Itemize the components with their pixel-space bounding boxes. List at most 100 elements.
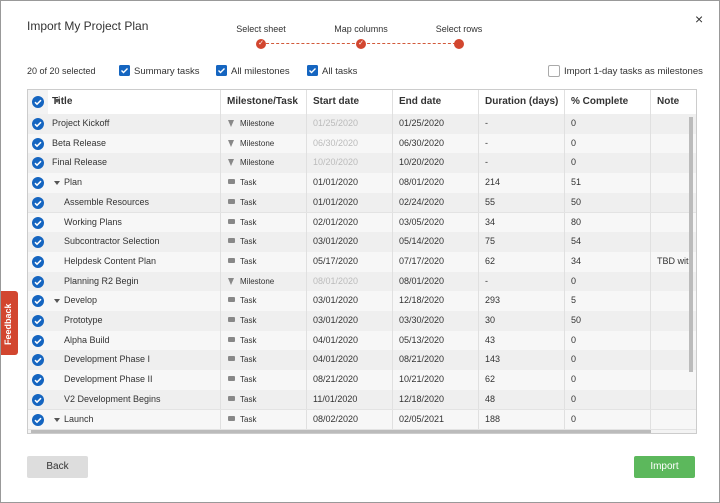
cell: 12/18/2020 (393, 389, 479, 410)
rows-table: Title Milestone/Task Start date End date Dur… (27, 89, 697, 434)
cell: Final Release (48, 153, 221, 174)
cell: 04/01/2020 (307, 330, 393, 351)
cell: - (479, 133, 565, 154)
row-check[interactable] (32, 196, 44, 209)
column-header: Start date (307, 90, 393, 114)
import-button[interactable]: Import (634, 456, 695, 478)
cell (651, 390, 696, 410)
cell: 08/21/2020 (307, 370, 393, 390)
type-icon (228, 317, 235, 322)
row-check[interactable] (32, 177, 44, 190)
option-label: All milestones (231, 66, 290, 77)
type-icon (228, 139, 234, 147)
step-dot (454, 39, 464, 49)
checkbox[interactable] (119, 65, 130, 76)
checkbox[interactable] (216, 65, 227, 76)
expand-caret[interactable] (54, 417, 60, 425)
cell: Development Phase II (48, 370, 221, 390)
row-check[interactable] (32, 118, 44, 130)
option-label: All tasks (322, 66, 358, 77)
column-header: End date (393, 90, 479, 114)
cell: Project Kickoff (48, 114, 221, 134)
type-icon (228, 120, 234, 127)
cell: - (479, 114, 565, 134)
cell: 08/01/2020 (307, 271, 393, 292)
feedback-tab[interactable]: Feedback (1, 291, 18, 355)
cell: 06/30/2020 (307, 133, 393, 154)
row-check[interactable] (32, 374, 44, 387)
cell: Working Plans (48, 212, 221, 233)
cell: 0 (565, 389, 651, 410)
row-check[interactable] (32, 393, 44, 406)
row-check[interactable] (32, 236, 44, 249)
cell: Prototype (48, 311, 221, 331)
cell: Task (221, 251, 307, 272)
cell: 05/17/2020 (307, 251, 393, 272)
row-check[interactable] (32, 216, 44, 229)
cell: 50 (565, 311, 651, 331)
cell: 62 (479, 370, 565, 390)
row-check[interactable] (32, 137, 44, 150)
cell: 10/20/2020 (393, 153, 479, 174)
cell: Subcontractor Selection (48, 232, 221, 252)
cell: 11/01/2020 (307, 389, 393, 410)
cell: 08/21/2020 (393, 350, 479, 371)
cell: - (479, 271, 565, 292)
step-label: Select rows (435, 24, 483, 34)
cell: 06/30/2020 (393, 133, 479, 154)
back-button[interactable]: Back (27, 456, 88, 478)
column-header: Note (651, 90, 696, 114)
cell: 01/25/2020 (307, 114, 393, 134)
cell: 03/01/2020 (307, 311, 393, 331)
cell: Task (221, 212, 307, 233)
row-check[interactable] (32, 275, 44, 288)
scrollbar (689, 117, 693, 372)
row-check[interactable] (32, 315, 44, 327)
cell: TBD with he (651, 252, 696, 272)
row-check[interactable] (32, 354, 44, 367)
cell: 08/02/2020 (307, 409, 393, 430)
close-button[interactable]: × (695, 11, 704, 27)
type-icon (228, 376, 235, 382)
row-check[interactable] (32, 334, 44, 347)
cell: Task (221, 311, 307, 331)
type-icon (228, 415, 235, 421)
step-dot: ✓ (356, 39, 366, 49)
expand-caret[interactable] (54, 299, 60, 306)
cell: Task (221, 192, 307, 213)
option-label: Import 1-day tasks as milestones (564, 66, 703, 77)
cell (651, 410, 696, 430)
row-check[interactable] (32, 157, 44, 170)
row-check[interactable] (32, 255, 44, 268)
cell: 0 (565, 271, 651, 292)
row-check[interactable] (32, 413, 44, 426)
step-dot: ✓ (256, 39, 266, 49)
cell: 0 (565, 370, 651, 390)
cell: 75 (479, 232, 565, 252)
cell: Milestone (221, 271, 307, 292)
header-check[interactable] (32, 96, 44, 108)
type-icon (228, 218, 235, 224)
row-check[interactable] (32, 295, 44, 308)
cell: Planning R2 Begin (48, 271, 221, 292)
checkbox[interactable] (307, 65, 318, 76)
cell: 08/01/2020 (393, 173, 479, 193)
cell: 02/01/2020 (307, 212, 393, 233)
cell: Task (221, 409, 307, 430)
checkbox[interactable] (548, 65, 560, 77)
cell: 0 (565, 133, 651, 154)
cell: Task (221, 291, 307, 311)
cell: Beta Release (48, 133, 221, 154)
type-icon (228, 159, 234, 167)
cell: 50 (565, 192, 651, 213)
sort-caret (54, 99, 60, 106)
cell: V2 Development Begins (48, 389, 221, 410)
cell: 05/13/2020 (393, 330, 479, 351)
cell: 02/05/2021 (393, 409, 479, 430)
type-icon (228, 395, 235, 401)
cell: 80 (565, 212, 651, 233)
expand-caret[interactable] (54, 181, 60, 188)
cell: Task (221, 370, 307, 390)
type-icon (228, 297, 235, 303)
column-header: Milestone/Task (221, 90, 307, 114)
